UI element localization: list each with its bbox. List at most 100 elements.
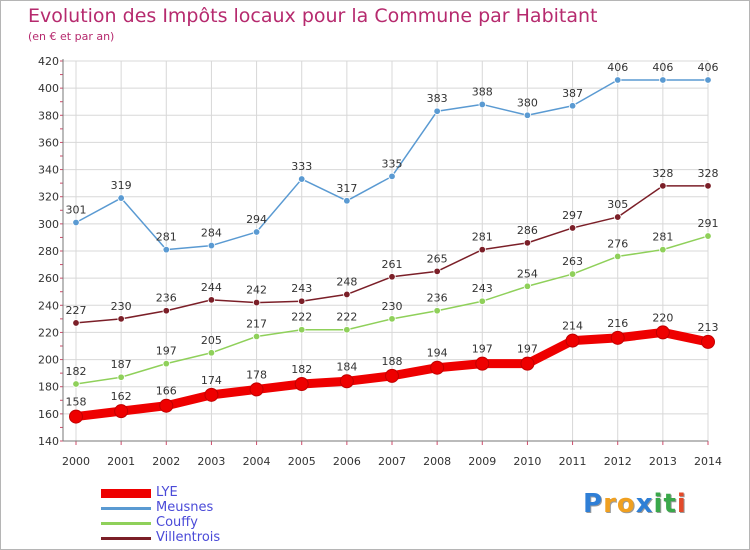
logo-letter: i (676, 489, 687, 519)
data-label-meusnes: 406 (652, 61, 673, 74)
y-tick-label: 160 (38, 408, 59, 421)
data-point-lye (69, 409, 83, 424)
x-tick-label: 2000 (62, 455, 90, 468)
y-tick-label: 400 (38, 82, 59, 95)
data-point-villentrois (433, 267, 441, 276)
data-label-villentrois: 227 (66, 304, 87, 317)
x-tick-label: 2006 (333, 455, 361, 468)
data-point-meusnes (433, 107, 441, 115)
y-tick-label: 340 (38, 164, 59, 177)
data-point-couffy (117, 373, 125, 381)
data-point-villentrois (704, 182, 712, 190)
logo-letter: r (603, 489, 617, 519)
y-tick-label: 140 (38, 435, 59, 448)
data-label-meusnes: 284 (201, 227, 222, 240)
data-label-lye: 158 (66, 396, 87, 409)
data-point-couffy (162, 359, 170, 368)
data-point-couffy (343, 326, 351, 334)
data-point-villentrois (252, 298, 261, 307)
y-tick-label: 280 (38, 245, 59, 258)
logo-letter: i (653, 489, 664, 519)
data-point-lye (701, 334, 715, 349)
data-label-lye: 184 (336, 360, 357, 373)
y-tick-label: 260 (38, 272, 59, 285)
logo-letter: o (616, 489, 636, 519)
data-point-meusnes (343, 197, 351, 205)
x-tick-label: 2001 (107, 455, 135, 468)
data-label-couffy: 276 (607, 237, 628, 250)
data-label-lye: 166 (156, 385, 177, 398)
data-point-villentrois (207, 296, 216, 304)
y-tick-label: 200 (38, 354, 59, 367)
data-label-lye: 178 (246, 368, 267, 381)
data-point-villentrois (388, 273, 396, 281)
data-label-couffy: 205 (201, 334, 222, 347)
legend-item-villentrois: Villentrois (101, 530, 301, 546)
x-tick-label: 2004 (243, 455, 271, 468)
data-point-villentrois (478, 245, 486, 254)
data-label-villentrois: 243 (291, 282, 312, 295)
x-tick-label: 2012 (604, 455, 632, 468)
data-point-meusnes (162, 245, 170, 254)
data-point-meusnes (207, 241, 216, 250)
legend-item-meusnes: Meusnes (101, 500, 301, 516)
data-label-villentrois: 328 (698, 167, 719, 180)
data-point-lye (385, 368, 399, 383)
data-label-lye: 174 (201, 374, 222, 387)
data-label-meusnes: 406 (698, 61, 719, 74)
data-point-meusnes (117, 194, 125, 202)
data-label-villentrois: 265 (427, 252, 448, 265)
data-label-lye: 197 (517, 343, 538, 356)
data-point-lye (114, 404, 129, 419)
data-point-villentrois (614, 213, 622, 221)
data-point-villentrois (343, 290, 351, 299)
data-point-villentrois (659, 182, 667, 190)
data-label-couffy: 222 (291, 311, 312, 324)
data-point-meusnes (614, 76, 622, 84)
data-label-couffy: 281 (652, 231, 673, 244)
x-tick-label: 2007 (378, 455, 406, 468)
proxiti-logo: Proxiti (583, 489, 687, 519)
data-label-lye: 220 (652, 311, 673, 324)
legend-label-couffy: Couffy (156, 515, 198, 530)
data-label-lye: 214 (562, 320, 583, 333)
data-point-villentrois (162, 307, 170, 315)
data-point-couffy (298, 326, 306, 334)
data-point-couffy (252, 332, 261, 341)
data-label-meusnes: 406 (607, 61, 628, 74)
x-tick-label: 2014 (694, 455, 722, 468)
data-label-meusnes: 319 (111, 179, 132, 192)
legend-label-lye: LYE (156, 485, 178, 500)
data-label-couffy: 236 (427, 292, 448, 305)
legend-item-couffy: Couffy (101, 515, 301, 531)
data-point-lye (249, 382, 264, 397)
legend-label-meusnes: Meusnes (156, 500, 214, 515)
data-label-meusnes: 335 (382, 157, 403, 170)
data-label-meusnes: 333 (291, 160, 312, 173)
data-point-couffy (659, 245, 667, 254)
data-label-villentrois: 236 (156, 292, 177, 305)
y-tick-label: 320 (38, 191, 59, 204)
data-point-lye (610, 330, 625, 345)
data-label-couffy: 197 (156, 345, 177, 358)
data-label-lye: 188 (382, 355, 403, 368)
y-tick-label: 220 (38, 326, 59, 339)
data-label-villentrois: 242 (246, 284, 267, 297)
data-label-lye: 182 (291, 363, 312, 376)
data-point-meusnes (568, 102, 577, 110)
x-tick-label: 2005 (288, 455, 316, 468)
data-label-couffy: 217 (246, 318, 267, 331)
data-label-couffy: 291 (698, 217, 719, 230)
legend-swatch-couffy (101, 522, 151, 525)
data-label-lye: 194 (427, 347, 448, 360)
data-label-lye: 216 (607, 317, 628, 330)
y-tick-label: 360 (38, 136, 59, 149)
data-label-couffy: 230 (382, 300, 403, 313)
legend-swatch-meusnes (101, 507, 151, 510)
x-tick-label: 2002 (152, 455, 180, 468)
data-label-couffy: 263 (562, 255, 583, 268)
data-label-lye: 213 (698, 321, 719, 334)
data-label-villentrois: 286 (517, 224, 538, 237)
data-label-couffy: 243 (472, 282, 493, 295)
